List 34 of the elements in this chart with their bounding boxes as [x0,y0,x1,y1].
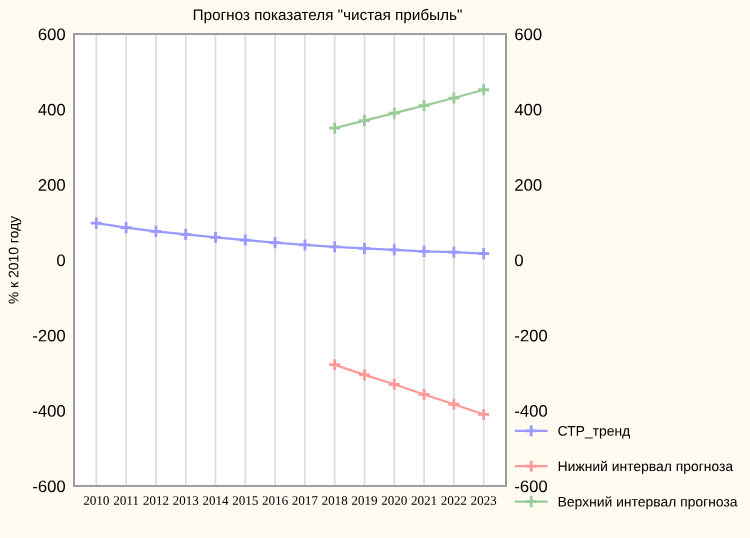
y-tick-label: 200 [38,179,66,191]
y2-tick-label: -200 [515,329,548,342]
point [417,98,432,113]
point [178,227,193,242]
point [327,239,342,254]
point [357,113,372,128]
point [446,397,461,412]
point [387,106,402,121]
y2-tick-label: 600 [515,28,542,41]
y-tick-label: 600 [38,28,66,41]
y-tick-label: -400 [33,405,66,417]
point [119,220,134,235]
y-tick-label: -600 [33,480,66,493]
point [208,230,223,245]
y-tick-label: 400 [38,103,66,116]
point [387,377,402,392]
point [357,367,372,382]
point [238,233,253,247]
y2-tick-label: -400 [515,405,548,417]
point [357,241,372,256]
point [417,387,432,402]
y2-tick-label: 0 [514,254,523,267]
y-tick-label: 0 [57,254,66,267]
point [148,224,163,239]
y2-tick-label: 200 [515,179,542,191]
point [446,245,461,260]
y-tick-label: -200 [33,329,66,342]
point [417,244,432,259]
point [268,235,283,250]
point [446,91,461,105]
y2-tick-label: -600 [515,480,548,493]
y2-tick-label: 400 [514,103,542,116]
point [387,242,402,257]
point [297,237,312,252]
